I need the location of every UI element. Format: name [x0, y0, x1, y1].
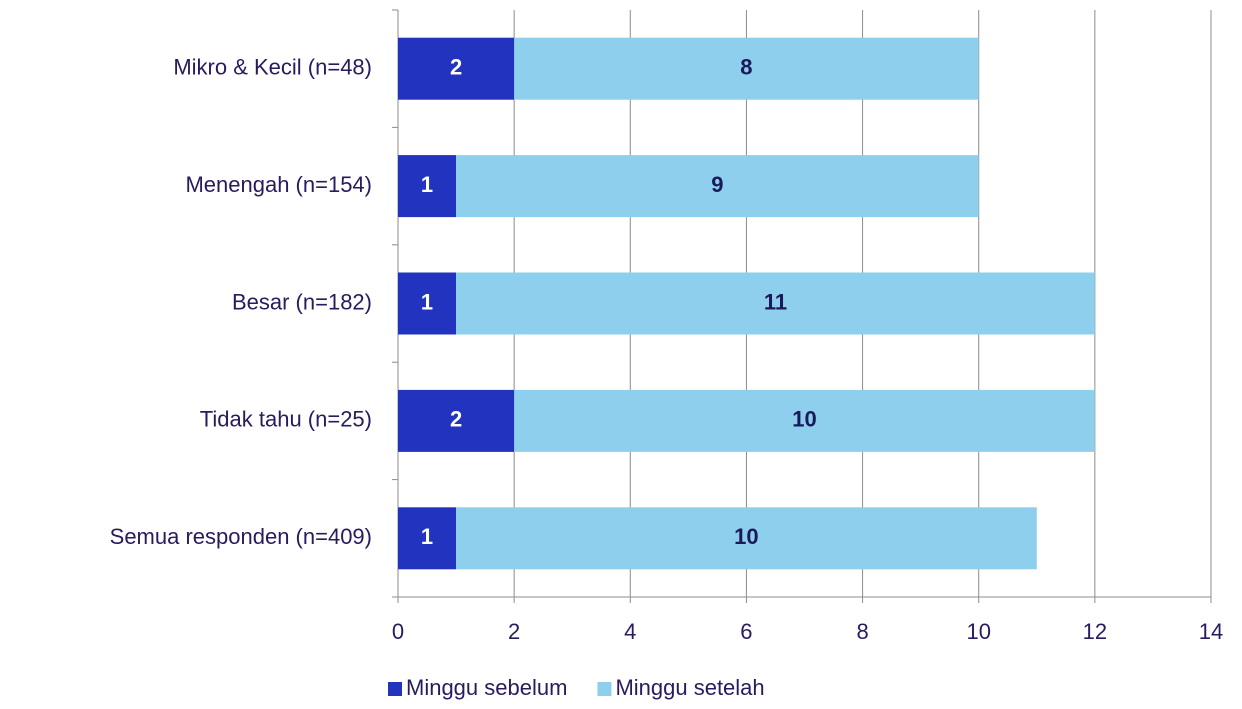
data-label: 1: [421, 524, 433, 549]
data-label: 9: [711, 172, 723, 197]
bar-segment: [456, 272, 1095, 335]
data-label: 1: [421, 172, 433, 197]
data-label: 2: [450, 407, 462, 432]
data-label: 11: [764, 289, 787, 314]
legend-label: Minggu setelah: [615, 675, 764, 700]
bar-segment: [514, 389, 1095, 452]
x-tick-label: 6: [740, 619, 752, 644]
y-tick-label: Besar (n=182): [232, 289, 372, 314]
x-tick-label: 14: [1199, 619, 1223, 644]
data-label: 8: [740, 55, 752, 80]
bar-segment: [514, 37, 979, 100]
bar-segment: [398, 37, 515, 100]
x-tick-label: 2: [508, 619, 520, 644]
x-tick-label: 0: [392, 619, 404, 644]
bar-segment: [456, 507, 1037, 570]
bar-segment: [398, 155, 457, 218]
data-label: 1: [421, 289, 433, 314]
legend-swatch: [388, 682, 402, 696]
x-tick-label: 4: [624, 619, 636, 644]
legend-label: Minggu sebelum: [406, 675, 567, 700]
x-tick-label: 12: [1083, 619, 1107, 644]
legend-swatch: [597, 682, 612, 696]
data-label: 10: [734, 524, 758, 549]
bar-segment: [398, 507, 457, 570]
y-tick-label: Semua responden (n=409): [110, 524, 372, 549]
y-tick-label: Menengah (n=154): [185, 172, 372, 197]
y-tick-label: Tidak tahu (n=25): [200, 407, 372, 432]
data-label: 2: [450, 55, 462, 80]
bar-segment: [398, 389, 515, 452]
bar-segment: [398, 272, 457, 335]
y-tick-label: Mikro & Kecil (n=48): [173, 55, 372, 80]
data-label: 10: [792, 407, 816, 432]
x-tick-label: 10: [966, 619, 990, 644]
bar-segment: [456, 155, 979, 218]
x-tick-label: 8: [856, 619, 868, 644]
